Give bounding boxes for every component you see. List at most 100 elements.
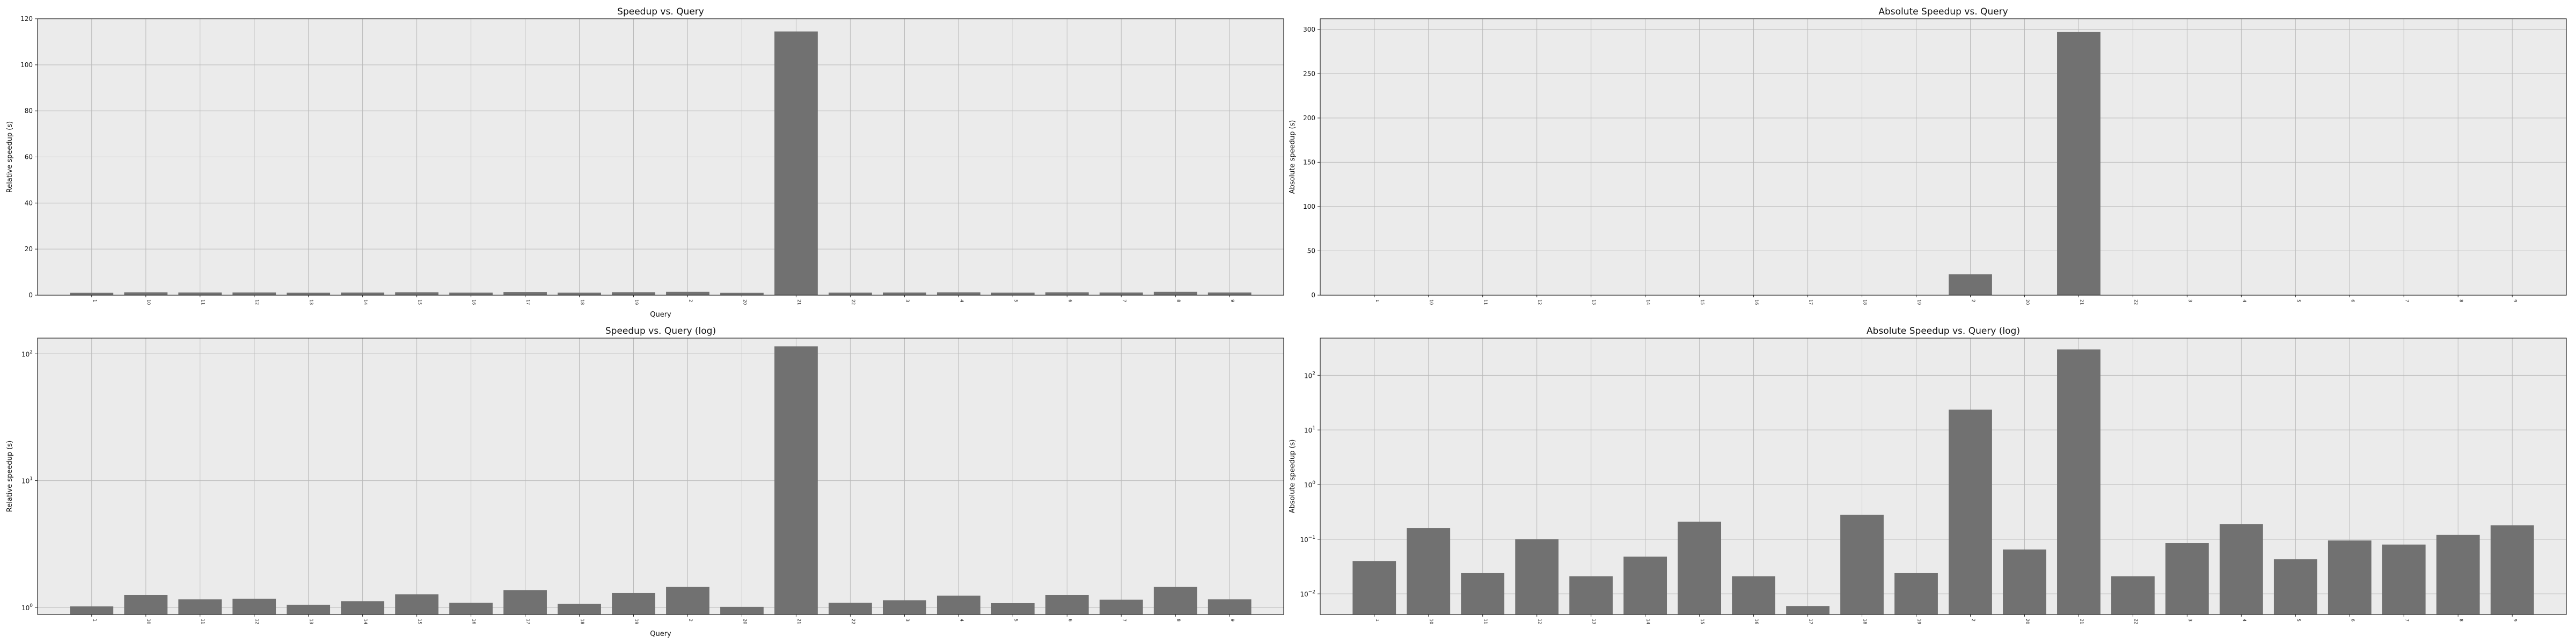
- x-tick-label: 10: [1429, 299, 1434, 305]
- x-tick-label: 21: [796, 619, 801, 624]
- x-tick-label: 17: [1809, 619, 1813, 624]
- bar-22: [2111, 576, 2155, 614]
- bar-7: [2382, 544, 2426, 614]
- x-tick-label: 21: [2079, 299, 2084, 305]
- bar-1: [1352, 561, 1396, 614]
- bar-16: [449, 603, 493, 614]
- x-tick-label: 22: [2133, 619, 2138, 624]
- x-tick-label: 12: [1538, 619, 1542, 624]
- bar-5: [991, 603, 1035, 614]
- bar-18: [1840, 515, 1884, 614]
- bar-10: [124, 595, 168, 614]
- x-tick-label: 1: [1375, 619, 1380, 621]
- x-tick-label: 15: [418, 299, 422, 305]
- y-tick-label: 50: [1307, 247, 1315, 254]
- x-tick-label: 6: [2350, 299, 2355, 302]
- x-tick-label: 16: [472, 619, 477, 624]
- x-tick-label: 9: [2513, 299, 2518, 302]
- bar-8: [1153, 291, 1197, 295]
- bar-7: [1099, 292, 1143, 295]
- bar-14: [341, 292, 385, 295]
- y-tick-label: 100: [21, 603, 33, 612]
- x-tick-label: 11: [1483, 299, 1488, 305]
- x-tick-label: 5: [1013, 619, 1018, 621]
- x-tick-label: 9: [1230, 299, 1235, 302]
- x-tick-label: 8: [1176, 619, 1181, 621]
- x-tick-label: 12: [255, 619, 260, 624]
- bar-2: [1949, 274, 1992, 295]
- chart-title: Speedup vs. Query: [617, 6, 704, 17]
- bar-20: [2003, 549, 2046, 614]
- x-tick-label: 21: [2079, 619, 2084, 624]
- x-tick-label: 17: [1809, 299, 1813, 305]
- x-tick-label: 3: [2187, 619, 2192, 621]
- x-tick-label: 11: [201, 299, 206, 305]
- bar-8: [1153, 587, 1197, 614]
- x-tick-label: 16: [1754, 299, 1759, 305]
- chart-title: Absolute Speedup vs. Query: [1878, 6, 2008, 17]
- x-tick-label: 6: [1067, 619, 1072, 621]
- bar-9: [2490, 525, 2534, 614]
- bar-3: [882, 600, 926, 614]
- bar-10: [1407, 528, 1451, 614]
- x-tick-label: 17: [526, 299, 531, 305]
- chart-panel-speedup_log: 100 101 102 1 10 11 12 13 14 15 16 17 18 19 2 20 21 22 3 4 5…: [6, 326, 1284, 638]
- x-tick-label: 14: [363, 619, 368, 624]
- x-tick-label: 14: [1646, 619, 1651, 624]
- bar-5: [991, 292, 1035, 295]
- x-tick-label: 20: [742, 299, 747, 305]
- x-tick-label: 3: [905, 299, 910, 302]
- bar-11: [178, 599, 222, 614]
- bar-12: [232, 292, 276, 295]
- y-tick-label: 100: [1303, 203, 1315, 210]
- x-tick-label: 8: [2458, 619, 2463, 621]
- x-axis-label: Query: [650, 311, 671, 319]
- y-tick-label: 101: [21, 477, 33, 485]
- bar-9: [1208, 292, 1252, 295]
- x-tick-label: 10: [147, 299, 151, 305]
- bar-4: [936, 595, 980, 614]
- x-tick-label: 1: [92, 299, 97, 302]
- x-tick-label: 4: [2242, 619, 2246, 621]
- plot-area: [1320, 338, 2566, 614]
- bar-21: [774, 346, 818, 614]
- x-tick-label: 2: [688, 299, 693, 302]
- bar-20: [720, 606, 764, 614]
- x-tick-label: 7: [1122, 619, 1126, 621]
- y-tick-label: 300: [1303, 26, 1315, 33]
- bar-22: [829, 292, 872, 295]
- x-tick-label: 10: [147, 619, 151, 624]
- x-tick-label: 20: [2025, 619, 2030, 624]
- x-tick-label: 16: [1754, 619, 1759, 624]
- bar-19: [612, 292, 655, 295]
- bar-8: [2436, 535, 2480, 614]
- x-tick-label: 13: [1592, 299, 1597, 305]
- y-tick-label: 80: [25, 107, 33, 115]
- bar-3: [882, 292, 926, 295]
- x-tick-label: 8: [1176, 299, 1181, 302]
- bar-15: [395, 292, 439, 295]
- x-tick-label: 3: [905, 619, 910, 621]
- x-tick-label: 6: [1067, 299, 1072, 302]
- x-tick-label: 9: [1230, 619, 1235, 621]
- bar-11: [1461, 573, 1505, 614]
- x-tick-label: 20: [2025, 299, 2030, 305]
- y-tick-label: 101: [1304, 426, 1315, 434]
- x-tick-label: 18: [1863, 299, 1868, 305]
- y-tick-label: 0: [1311, 291, 1315, 299]
- bar-2: [1949, 409, 1992, 614]
- bar-20: [720, 292, 764, 295]
- x-tick-label: 11: [201, 619, 206, 624]
- bar-1: [70, 606, 114, 614]
- x-tick-label: 15: [1700, 299, 1705, 305]
- x-tick-label: 16: [472, 299, 477, 305]
- x-tick-label: 18: [580, 299, 585, 305]
- bar-18: [558, 603, 601, 614]
- bar-7: [1099, 599, 1143, 614]
- axes-frame: [37, 338, 1284, 615]
- bar-19: [612, 592, 655, 614]
- x-tick-label: 19: [634, 299, 639, 305]
- bar-10: [124, 292, 168, 295]
- bar-2: [666, 587, 709, 614]
